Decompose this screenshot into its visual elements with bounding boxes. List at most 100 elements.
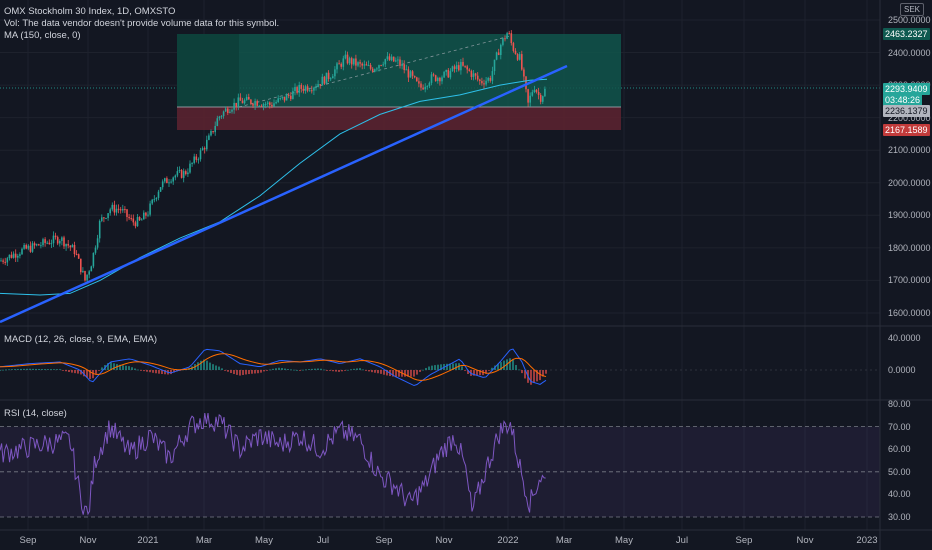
macd-histogram-bar <box>491 367 493 370</box>
macd-histogram-bar <box>242 370 244 375</box>
currency-badge[interactable]: SEK <box>900 3 924 16</box>
price-candle-body <box>518 54 521 60</box>
price-candle-body <box>140 219 143 221</box>
macd-histogram-bar <box>248 370 250 375</box>
symbol-title[interactable]: OMX Stockholm 30 Index, 1D, OMXSTO <box>4 6 176 17</box>
macd-histogram-bar <box>251 370 253 374</box>
rsi-tick-label: 40.00 <box>888 489 911 500</box>
price-candle-body <box>111 204 114 210</box>
price-candle-body <box>17 255 19 258</box>
price-candle-body <box>371 68 374 72</box>
macd-tick-label: 40.0000 <box>888 333 921 343</box>
macd-histogram-bar <box>314 368 316 370</box>
time-tick-label: Jul <box>316 535 330 546</box>
price-candle-body <box>376 68 378 70</box>
price-candle-body <box>294 87 296 92</box>
price-candle-body <box>42 239 44 246</box>
macd-histogram-bar <box>20 368 22 370</box>
ma-legend[interactable]: MA (150, close, 0) <box>4 30 81 41</box>
macd-legend[interactable]: MACD (12, 26, close, 9, EMA, EMA) <box>4 334 158 345</box>
price-candle-body <box>21 248 23 255</box>
macd-histogram-bar <box>539 370 541 381</box>
price-tick-label: 1800.0000 <box>888 242 931 253</box>
macd-histogram-bar <box>338 370 340 372</box>
macd-histogram-bar <box>209 362 211 370</box>
price-candle-body <box>489 77 492 81</box>
price-candle-body <box>214 125 216 133</box>
price-candle-body <box>359 62 361 64</box>
price-candle-body <box>262 104 265 107</box>
macd-histogram-bar <box>146 370 148 372</box>
rsi-legend[interactable]: RSI (14, close) <box>4 408 67 419</box>
price-candle-body <box>367 65 370 67</box>
macd-histogram-bar <box>155 370 157 374</box>
price-candle-body <box>308 90 311 92</box>
price-candle-body <box>250 99 252 104</box>
price-candle-body <box>451 66 454 72</box>
macd-histogram-bar <box>416 370 418 375</box>
price-candle-body <box>107 213 109 219</box>
price-candle-body <box>176 171 179 176</box>
price-candle-body <box>80 258 82 273</box>
price-candle-body <box>542 96 544 102</box>
price-candle-body <box>304 86 307 91</box>
macd-histogram-bar <box>413 370 415 377</box>
macd-histogram-bar <box>422 369 424 371</box>
price-tick-label: 2000.0000 <box>888 177 931 188</box>
price-candle-body <box>292 91 294 100</box>
rsi-tick-label: 80.00 <box>888 399 911 409</box>
trendline-line <box>0 64 568 324</box>
price-candle-body <box>432 74 435 76</box>
price-candle-body <box>23 245 25 249</box>
macd-histogram-bar <box>476 370 478 376</box>
macd-histogram-bar <box>92 370 94 379</box>
price-candle-body <box>537 91 540 95</box>
price-candle-body <box>271 104 273 107</box>
ma-150-line <box>0 78 548 296</box>
price-candle-body <box>212 130 214 133</box>
price-candle-body <box>260 105 263 107</box>
macd-histogram-bar <box>11 369 13 371</box>
price-candle-body <box>233 102 235 110</box>
macd-histogram-bar <box>0 370 1 371</box>
macd-histogram-bar <box>362 369 364 371</box>
rsi-line <box>0 412 546 516</box>
price-candle-body <box>185 171 187 175</box>
macd-histogram-bar <box>122 365 124 370</box>
macd-histogram-bar <box>410 370 412 377</box>
stop-zone <box>177 107 621 130</box>
price-candle-body <box>88 271 90 275</box>
price-candle-body <box>332 76 334 79</box>
macd-histogram-bar <box>23 368 25 370</box>
price-candle-body <box>145 212 147 216</box>
macd-histogram-bar <box>89 370 91 379</box>
price-candle-body <box>306 86 309 91</box>
long-position-zones[interactable] <box>177 34 621 130</box>
price-candle-body <box>319 84 321 86</box>
macd-histogram-bar <box>50 369 52 370</box>
volume-note: Vol: The data vendor doesn't provide vol… <box>4 18 280 29</box>
macd-histogram-bar <box>86 370 88 378</box>
price-candle-body <box>403 64 405 71</box>
price-candle-body <box>25 245 27 249</box>
price-candle-body <box>502 38 504 45</box>
macd-histogram-bar <box>125 365 127 370</box>
macd-histogram-bar <box>98 370 100 371</box>
price-candle-body <box>189 163 191 173</box>
macd-histogram-bar <box>524 370 526 379</box>
macd-histogram-bar <box>8 369 10 371</box>
macd-histogram-bar <box>512 359 514 370</box>
price-candle-body <box>350 58 353 65</box>
macd-histogram-bar <box>461 366 463 370</box>
macd-histogram-bar <box>128 366 130 370</box>
price-candle-body <box>164 178 166 182</box>
price-candles <box>0 30 546 283</box>
macd-histogram-bar <box>530 370 532 385</box>
price-candle-body <box>466 66 468 70</box>
macd-histogram-bar <box>2 369 4 371</box>
price-candle-body <box>508 33 510 35</box>
price-candle-body <box>413 75 416 78</box>
trendline[interactable] <box>0 64 568 324</box>
